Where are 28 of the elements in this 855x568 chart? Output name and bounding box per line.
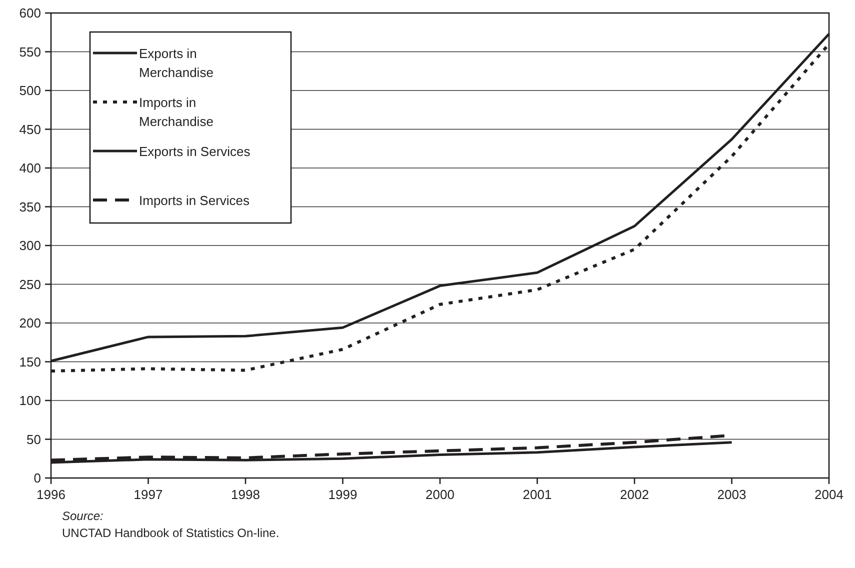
y-tick-label: 200 [19, 316, 41, 330]
y-tick-label: 100 [19, 393, 41, 408]
x-tick-label: 1998 [231, 487, 260, 502]
y-tick-label: 550 [19, 44, 41, 60]
y-tick-label: 600 [19, 6, 41, 20]
x-tick-label: 1999 [328, 487, 358, 502]
x-tick-label: 1996 [36, 487, 66, 502]
x-tick-label: 2004 [814, 487, 844, 502]
source-note: Source: [62, 509, 104, 523]
legend-label: Exports in Merchandise [139, 46, 214, 80]
y-tick-label: 400 [19, 160, 41, 176]
legend-label: Exports in Services [139, 144, 251, 159]
x-tick-label: 2000 [426, 487, 454, 502]
legend-label: Imports in Merchandise [139, 95, 214, 129]
y-tick-label: 250 [19, 276, 41, 292]
y-tick-label: 0 [34, 470, 41, 486]
y-tick-label: 500 [19, 83, 41, 98]
x-tick-label: 2003 [717, 487, 746, 502]
y-tick-label: 300 [19, 238, 41, 253]
text: UNCTAD Handbook of Statistics On-line. [62, 526, 280, 540]
legend-label: Imports in Services [139, 193, 250, 208]
y-tick-label: 350 [19, 199, 41, 214]
x-tick-label: 2001 [522, 487, 552, 502]
x-tick-label: 1997 [134, 487, 163, 502]
y-tick-label: 450 [19, 122, 41, 137]
y-tick-label: 150 [19, 354, 41, 370]
x-tick-label: 2002 [620, 487, 649, 502]
y-tick-label: 50 [26, 432, 41, 447]
